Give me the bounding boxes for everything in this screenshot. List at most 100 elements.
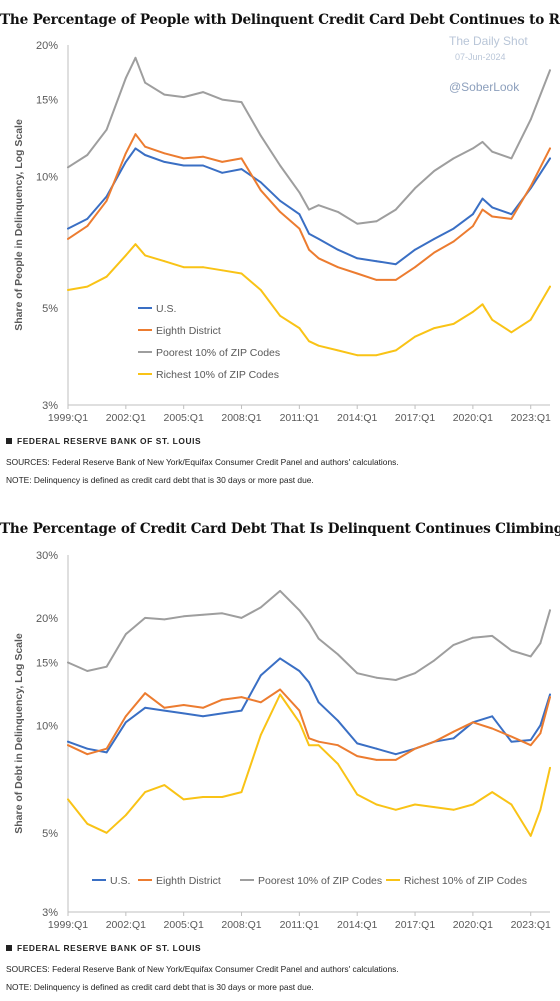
data-point-u-s (86, 218, 89, 220)
data-point-u-s (298, 213, 301, 216)
data-point-u-s (182, 712, 185, 715)
data-point-u-s (67, 740, 69, 743)
data-point-u-s (317, 701, 320, 704)
data-point-richest-10-of-zip-codes (549, 285, 551, 288)
data-point-richest-10-of-zip-codes (86, 285, 89, 288)
data-point-eighth-district (356, 755, 359, 757)
data-point-richest-10-of-zip-codes (308, 340, 310, 343)
x-tick-label: 2011:Q1 (280, 412, 320, 424)
data-point-poorest-10-of-zip-codes (163, 93, 166, 96)
data-point-u-s (549, 693, 551, 696)
data-point-poorest-10-of-zip-codes (134, 56, 137, 59)
data-point-richest-10-of-zip-codes (134, 243, 137, 246)
legend-label: Richest 10% of ZIP Codes (156, 369, 279, 381)
x-tick-label: 2005:Q1 (164, 919, 204, 931)
data-point-richest-10-of-zip-codes (86, 822, 89, 825)
data-point-richest-10-of-zip-codes (414, 803, 416, 806)
chart-title: The Percentage of People with Delinquent… (0, 12, 560, 28)
data-point-poorest-10-of-zip-codes (472, 147, 474, 150)
data-point-richest-10-of-zip-codes (433, 806, 436, 808)
data-point-richest-10-of-zip-codes (105, 275, 108, 278)
data-point-u-s (317, 238, 320, 240)
data-point-richest-10-of-zip-codes (452, 323, 455, 325)
data-point-poorest-10-of-zip-codes (529, 655, 532, 658)
data-point-eighth-district (433, 740, 436, 743)
data-point-eighth-district (414, 747, 416, 750)
data-point-poorest-10-of-zip-codes (510, 157, 513, 160)
data-point-poorest-10-of-zip-codes (259, 134, 262, 137)
data-point-eighth-district (86, 753, 89, 756)
data-point-richest-10-of-zip-codes (491, 791, 494, 793)
data-point-eighth-district (144, 145, 147, 148)
data-point-richest-10-of-zip-codes (481, 303, 484, 306)
data-point-eighth-district (221, 698, 224, 701)
data-point-eighth-district (259, 189, 262, 192)
data-point-poorest-10-of-zip-codes (240, 617, 243, 619)
data-point-richest-10-of-zip-codes (144, 254, 147, 257)
data-point-poorest-10-of-zip-codes (317, 637, 320, 640)
data-point-poorest-10-of-zip-codes (433, 170, 436, 172)
x-tick-label: 2020:Q1 (453, 412, 493, 424)
y-tick-label: 10% (36, 172, 58, 184)
data-point-u-s (452, 737, 455, 740)
data-point-poorest-10-of-zip-codes (414, 187, 416, 190)
data-point-u-s (414, 248, 416, 251)
data-point-richest-10-of-zip-codes (491, 318, 494, 321)
data-point-u-s (549, 157, 551, 160)
data-point-u-s (308, 232, 310, 235)
data-point-u-s (221, 171, 224, 174)
data-point-richest-10-of-zip-codes (549, 767, 551, 769)
data-point-richest-10-of-zip-codes (105, 831, 108, 834)
y-tick-label: 20% (36, 40, 58, 52)
y-tick-label: 3% (42, 400, 58, 412)
x-tick-label: 2023:Q1 (511, 919, 551, 931)
data-point-richest-10-of-zip-codes (375, 803, 378, 806)
data-point-richest-10-of-zip-codes (182, 266, 185, 269)
watermark-date: 07-Jun-2024 (455, 52, 506, 62)
data-point-eighth-district (472, 721, 474, 724)
data-point-u-s (240, 709, 243, 712)
data-point-eighth-district (221, 161, 224, 163)
data-point-richest-10-of-zip-codes (510, 331, 513, 334)
watermark-handle: @SoberLook (449, 80, 520, 94)
chart-panel-people: The Percentage of People with Delinquent… (0, 0, 560, 500)
chart-panel-debt: The Percentage of Credit Card Debt That … (0, 500, 560, 1001)
data-point-eighth-district (67, 744, 69, 747)
x-tick-label: 2008:Q1 (221, 412, 261, 424)
data-point-poorest-10-of-zip-codes (67, 661, 69, 664)
data-point-richest-10-of-zip-codes (163, 260, 166, 263)
data-point-poorest-10-of-zip-codes (259, 606, 262, 609)
data-point-poorest-10-of-zip-codes (221, 98, 224, 101)
data-point-eighth-district (163, 706, 166, 709)
data-point-richest-10-of-zip-codes (375, 354, 378, 357)
data-point-poorest-10-of-zip-codes (298, 609, 301, 612)
data-point-u-s (394, 263, 397, 266)
data-point-poorest-10-of-zip-codes (202, 613, 204, 616)
data-point-eighth-district (491, 215, 494, 218)
data-point-richest-10-of-zip-codes (240, 791, 243, 793)
data-point-poorest-10-of-zip-codes (221, 612, 224, 615)
data-point-richest-10-of-zip-codes (221, 269, 224, 272)
data-point-richest-10-of-zip-codes (124, 814, 127, 817)
data-point-u-s (472, 213, 474, 216)
data-point-richest-10-of-zip-codes (202, 266, 204, 269)
data-point-eighth-district (549, 147, 551, 150)
data-point-eighth-district (298, 709, 301, 712)
y-tick-label: 3% (42, 907, 58, 919)
data-point-u-s (356, 257, 359, 260)
data-point-eighth-district (105, 747, 108, 750)
series-line-richest-10-of-zip-codes (67, 243, 551, 357)
data-point-u-s (86, 747, 89, 750)
data-point-richest-10-of-zip-codes (510, 803, 513, 806)
x-tick-label: 2020:Q1 (453, 919, 493, 931)
legend-label: Poorest 10% of ZIP Codes (258, 875, 382, 887)
data-point-u-s (394, 753, 397, 756)
x-tick-label: 2023:Q1 (511, 412, 551, 424)
data-point-eighth-district (298, 227, 301, 230)
source-org: FEDERAL RESERVE BANK OF ST. LOUIS (6, 436, 201, 446)
data-point-u-s (124, 721, 127, 724)
data-point-richest-10-of-zip-codes (472, 311, 474, 313)
data-point-poorest-10-of-zip-codes (452, 644, 455, 646)
chart-plot-people: 3% 5% 10% 15% 20% 1999:Q1 2002:Q1 2005:Q1 2008:Q… (13, 40, 551, 424)
data-point-eighth-district (182, 157, 185, 160)
